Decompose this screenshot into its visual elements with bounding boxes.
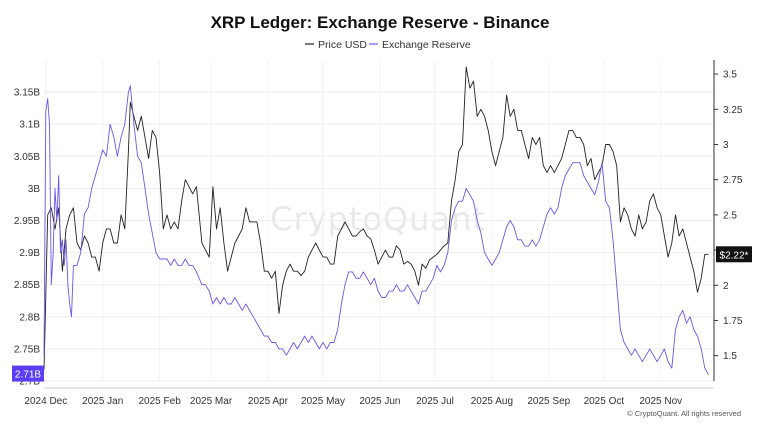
y-right-tick-label: 1.75 <box>723 316 743 327</box>
x-tick-label: 2025 Mar <box>190 396 233 407</box>
y-right-tick-label: 2.75 <box>723 175 743 186</box>
current-price-label: $2.22* <box>720 250 749 261</box>
y-left-tick-label: 2.7B <box>19 377 40 388</box>
x-tick-label: 2025 Nov <box>639 396 682 407</box>
watermark: CryptoQuant <box>270 200 486 238</box>
legend-label-reserve[interactable]: Exchange Reserve <box>382 39 471 51</box>
y-left-tick-label: 3.15B <box>14 88 40 99</box>
x-tick-label: 2025 May <box>301 396 345 407</box>
grid <box>44 60 714 382</box>
series-line[interactable] <box>43 66 709 370</box>
x-tick-label: 2025 Feb <box>139 396 182 407</box>
series-layer <box>43 66 709 375</box>
series-price-usd <box>43 66 709 370</box>
y-left-tick-label: 2.9B <box>19 248 40 259</box>
y-right-tick-label: 2.5 <box>723 210 737 221</box>
x-tick-label: 2025 Sep <box>527 396 570 407</box>
series-line[interactable] <box>43 85 709 375</box>
current-reserve-label: 2.71B <box>15 370 41 381</box>
y-left-tick-label: 2.95B <box>14 216 40 227</box>
series-exchange-reserve <box>43 85 709 375</box>
y-left-tick-label: 3B <box>28 184 41 195</box>
y-right-tick-label: 3 <box>723 140 729 151</box>
x-tick-label: 2025 Jul <box>416 396 454 407</box>
x-tick-label: 2025 Jan <box>82 396 123 407</box>
y-left-tick-label: 2.75B <box>14 344 40 355</box>
x-tick-label: 2024 Dec <box>24 396 67 407</box>
legend-label-price[interactable]: Price USD <box>318 39 367 51</box>
y-right-tick-label: 3.25 <box>723 105 743 116</box>
y-right-tick-label: 2 <box>723 281 729 292</box>
y-left-tick-label: 3.1B <box>19 120 40 131</box>
current-price-badge <box>716 246 752 263</box>
y-left-tick-label: 3.05B <box>14 152 40 163</box>
axes: 2.7B 2.75B 2.8B 2.85B 2.9B 2.95B 3B 3.05B 3.1B 3.… <box>14 60 743 407</box>
x-tick-label: 2025 Oct <box>584 396 625 407</box>
x-tick-label: 2025 Aug <box>471 396 513 407</box>
y-left-tick-label: 2.85B <box>14 280 40 291</box>
credit-text: © CryptoQuant. All rights reserved <box>627 409 741 418</box>
current-reserve-badge <box>12 365 44 382</box>
chart-title: XRP Ledger: Exchange Reserve - Binance <box>211 13 550 32</box>
y-left-tick-label: 2.8B <box>19 312 40 323</box>
y-right-tick-label: 1.5 <box>723 351 737 362</box>
y-right-tick-label: 3.5 <box>723 70 737 81</box>
legend: Price USD Exchange Reserve <box>305 39 471 51</box>
current-value-badges: 2.71B $2.22* <box>12 246 752 382</box>
x-tick-label: 2025 Jun <box>359 396 400 407</box>
x-tick-label: 2025 Apr <box>248 396 289 407</box>
